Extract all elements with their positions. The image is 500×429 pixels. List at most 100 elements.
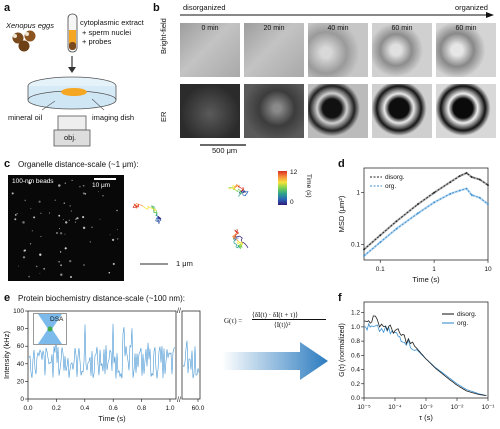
trajectory-segment (236, 235, 249, 249)
bead-dot (69, 205, 71, 207)
panel-c-title: Organelle distance-scale (~1 μm): (18, 160, 139, 169)
sperm-label: + sperm nuclei (82, 28, 131, 37)
trajectories (132, 183, 249, 249)
trajectory-segment (238, 185, 245, 192)
c-traj-scalebar-label: 1 μm (176, 259, 193, 268)
y-tick-label: 0 (20, 396, 24, 403)
bead-dot (60, 273, 63, 276)
data-point (449, 192, 452, 195)
bead-dot (11, 192, 14, 195)
bead-dot (24, 199, 27, 202)
er-tile-1 (180, 84, 240, 138)
data-point (363, 255, 365, 257)
bead-dot (38, 200, 41, 203)
panel-label-c: c (4, 158, 11, 170)
bead-dot (82, 226, 86, 230)
trajectory-segment (151, 205, 158, 214)
eggs-label: Xenopus eggs (6, 21, 54, 30)
legend-label: org. (385, 183, 396, 190)
panel-e-title: Protein biochemistry distance-scale (~10… (18, 294, 185, 303)
extract-label: cytoplasmic extract (80, 18, 144, 27)
probes-label: + probes (82, 37, 112, 46)
bead-dot (79, 185, 81, 188)
bead-dot (117, 238, 119, 240)
bead-dot (59, 228, 61, 230)
bead-dot (82, 192, 85, 195)
x-tick-label: 0.8 (137, 405, 146, 412)
bead-dot (109, 234, 111, 236)
y-axis-label: MSD (μm²) (337, 195, 346, 232)
panel-label-d: d (338, 158, 345, 170)
fcs-label: DSA (50, 316, 64, 323)
bead-dot (76, 217, 79, 220)
colorbar-label: Time (s) (305, 174, 312, 198)
data-point (470, 176, 473, 179)
organized-label: organized (455, 3, 488, 12)
data-point (363, 248, 365, 251)
time-label: 60 min (391, 25, 413, 32)
er-tile-5 (436, 84, 496, 138)
objective-icon (57, 115, 87, 131)
c-img-scalebar (94, 178, 116, 180)
trajectory-segment (157, 215, 162, 224)
intensity-trace (182, 340, 200, 379)
data-point (458, 175, 461, 177)
er-tile-2 (244, 84, 304, 138)
trajectory-segment (155, 215, 162, 224)
x-tick-label: 0.4 (80, 405, 89, 412)
x-tick-label: 10⁻⁴ (388, 404, 402, 411)
bead-dot (64, 233, 66, 235)
bead-dot (59, 232, 63, 235)
beads-label: 100-nm beads (12, 178, 54, 185)
legend-label: disorg. (385, 174, 405, 181)
bead-dot (58, 260, 60, 263)
bead-dot (30, 207, 32, 209)
bead-dot (22, 256, 26, 259)
y-tick-label: 1.2 (351, 310, 360, 317)
formula-lhs: G(τ) = (224, 317, 243, 325)
formula-numerator: ⟨δI(t) · δI(t + τ)⟩ (252, 311, 299, 319)
x-axis-label: τ (s) (419, 413, 433, 422)
bead-dot (39, 273, 41, 275)
series-line-0 (363, 172, 489, 250)
plot-frame-main (27, 310, 177, 400)
data-point (395, 220, 398, 223)
panel-label-b: b (153, 2, 160, 14)
bead-dot (46, 180, 48, 182)
y-tick-label: 100 (13, 308, 24, 315)
axis-break-mark: // (177, 308, 181, 315)
bf-tile-1: 0 min (180, 23, 240, 77)
data-point (395, 227, 398, 230)
bead-dot (64, 182, 66, 184)
er-tile-3 (308, 84, 368, 138)
bead-dot (54, 199, 57, 202)
panel-a-schematic (12, 13, 117, 147)
bead-dot (16, 212, 18, 215)
data-point (470, 194, 473, 196)
trajectory-segment (234, 183, 240, 189)
imaging-dish-label: imaging dish (92, 113, 135, 122)
focus-icon (38, 314, 62, 344)
bead-dot (33, 216, 36, 219)
chart-d-msd: 0.1 1 10 0.1 1 Time (s) MSD (μm²) disorg. org. (337, 167, 492, 284)
bead-dot (18, 265, 20, 267)
y-tick-label: 20 (17, 378, 25, 385)
bead-dot (58, 184, 61, 187)
colorbar-max: 12 (290, 169, 298, 176)
bf-tile-2: 20 min (244, 23, 304, 77)
bead-dot (35, 265, 38, 268)
arrow-down-icon (68, 67, 76, 73)
x-tick-label: 10⁻¹ (482, 404, 496, 411)
bead-dot (43, 267, 46, 270)
beads-dots (11, 179, 119, 278)
data-point (416, 203, 419, 206)
x-tick-label: 1 (432, 266, 436, 273)
x-tick-label: 10⁻³ (420, 404, 434, 411)
data-point (433, 191, 436, 194)
bead-dot (84, 192, 87, 195)
x-tick-label: 0.2 (52, 405, 61, 412)
time-label: 0 min (201, 25, 219, 32)
y-tick-label: 80 (17, 326, 25, 333)
bead-dot (91, 226, 93, 228)
data-point (416, 212, 419, 215)
